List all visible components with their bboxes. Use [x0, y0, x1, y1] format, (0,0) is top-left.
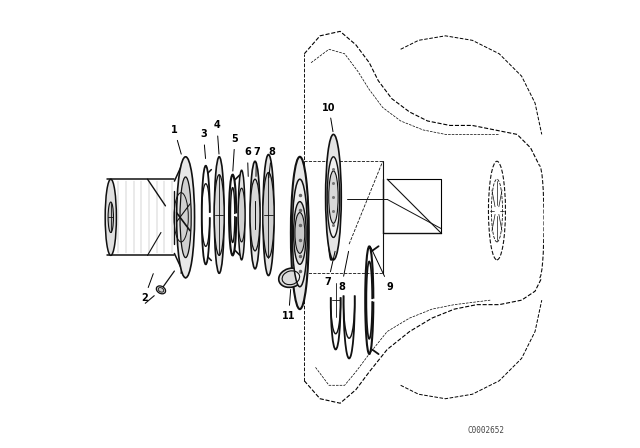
Ellipse shape: [156, 286, 166, 294]
Ellipse shape: [214, 175, 224, 255]
Ellipse shape: [292, 179, 307, 287]
Ellipse shape: [238, 170, 245, 260]
Ellipse shape: [214, 157, 224, 273]
Text: 1: 1: [171, 125, 181, 154]
Text: 4: 4: [214, 121, 220, 154]
Text: 5: 5: [232, 134, 238, 171]
Ellipse shape: [295, 212, 305, 254]
Text: 10: 10: [322, 103, 336, 132]
Ellipse shape: [263, 172, 274, 258]
Ellipse shape: [108, 202, 113, 233]
Ellipse shape: [238, 188, 245, 242]
Text: 8: 8: [338, 251, 349, 292]
Ellipse shape: [180, 177, 191, 258]
Ellipse shape: [327, 157, 340, 237]
Text: 7: 7: [253, 147, 260, 177]
Text: 3: 3: [200, 129, 207, 159]
Ellipse shape: [291, 157, 308, 309]
Text: 8: 8: [268, 147, 275, 178]
Ellipse shape: [250, 161, 260, 269]
Text: 2: 2: [141, 274, 154, 303]
Text: 7: 7: [324, 251, 335, 287]
Ellipse shape: [263, 155, 274, 276]
Text: 6: 6: [244, 147, 251, 177]
Text: 9: 9: [371, 247, 393, 292]
Ellipse shape: [326, 134, 341, 260]
Ellipse shape: [294, 202, 306, 264]
Ellipse shape: [177, 157, 195, 278]
Text: C0002652: C0002652: [467, 426, 504, 435]
Text: 11: 11: [282, 289, 296, 321]
Ellipse shape: [250, 179, 260, 251]
Ellipse shape: [105, 179, 116, 255]
Ellipse shape: [279, 268, 303, 287]
Ellipse shape: [329, 171, 338, 223]
